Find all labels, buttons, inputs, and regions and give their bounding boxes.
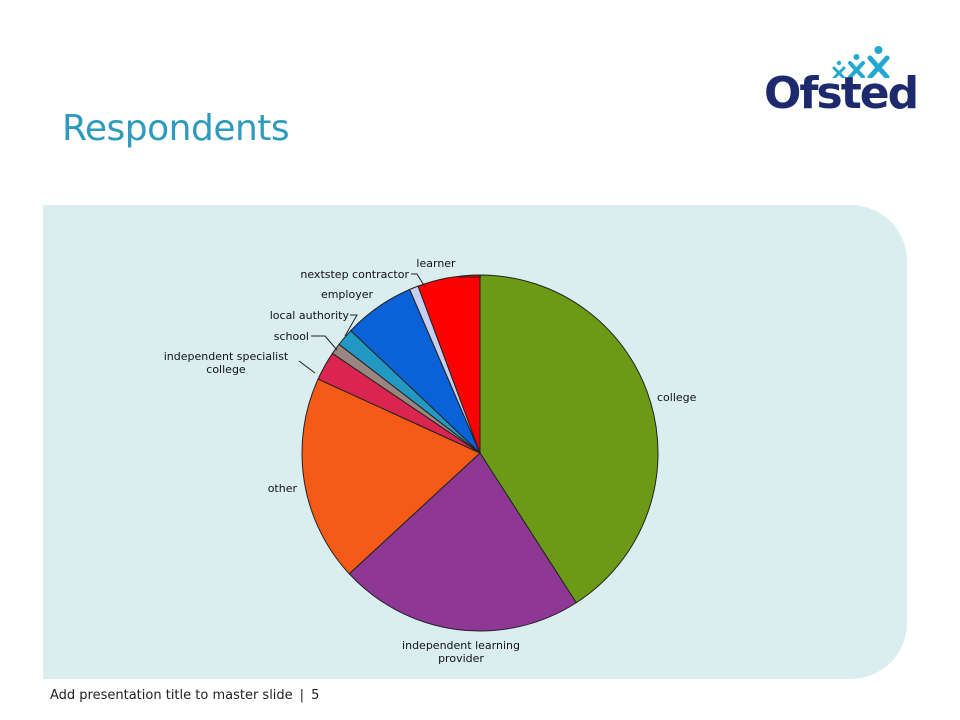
leader-line-independent-specialist-college [298,360,316,374]
slice-label-independent-specialist-college: independent specialist college [164,350,289,376]
pie-slice-other [301,378,481,575]
slide-title: Respondents [62,108,290,149]
slice-label-school: school [274,330,309,343]
people-figures-icon [832,46,890,78]
slice-label-employer: employer [321,288,374,301]
pie-slice-college [479,274,659,604]
footer-separator: | [299,688,305,703]
slice-label-other: other [268,482,298,495]
page-number: 5 [311,688,320,703]
footer: Add presentation title to master slide | 5 [50,688,319,703]
pie-chart: college independent learning provider other… [164,257,697,665]
leader-line-local-authority [344,314,358,337]
leader-line-school [311,335,338,351]
pie-slice-learner [417,274,481,454]
slice-label-college: college [657,391,697,404]
slice-label-nextstep-contractor: nextstep contractor [300,268,409,281]
slice-label-learner: learner [416,257,456,270]
pie-slice-independent-learning-provider [348,452,577,632]
leader-line-nextstep-contractor [411,273,426,288]
ofsted-logo: Ofsted [760,44,919,124]
chart-panel: college independent learning provider other… [43,205,907,679]
slice-label-independent-learning-provider: independent learning provider [402,639,520,665]
logo-wordmark: Ofsted [764,68,919,119]
slice-label-local-authority: local authority [270,309,350,322]
footer-title: Add presentation title to master slide [50,688,293,703]
